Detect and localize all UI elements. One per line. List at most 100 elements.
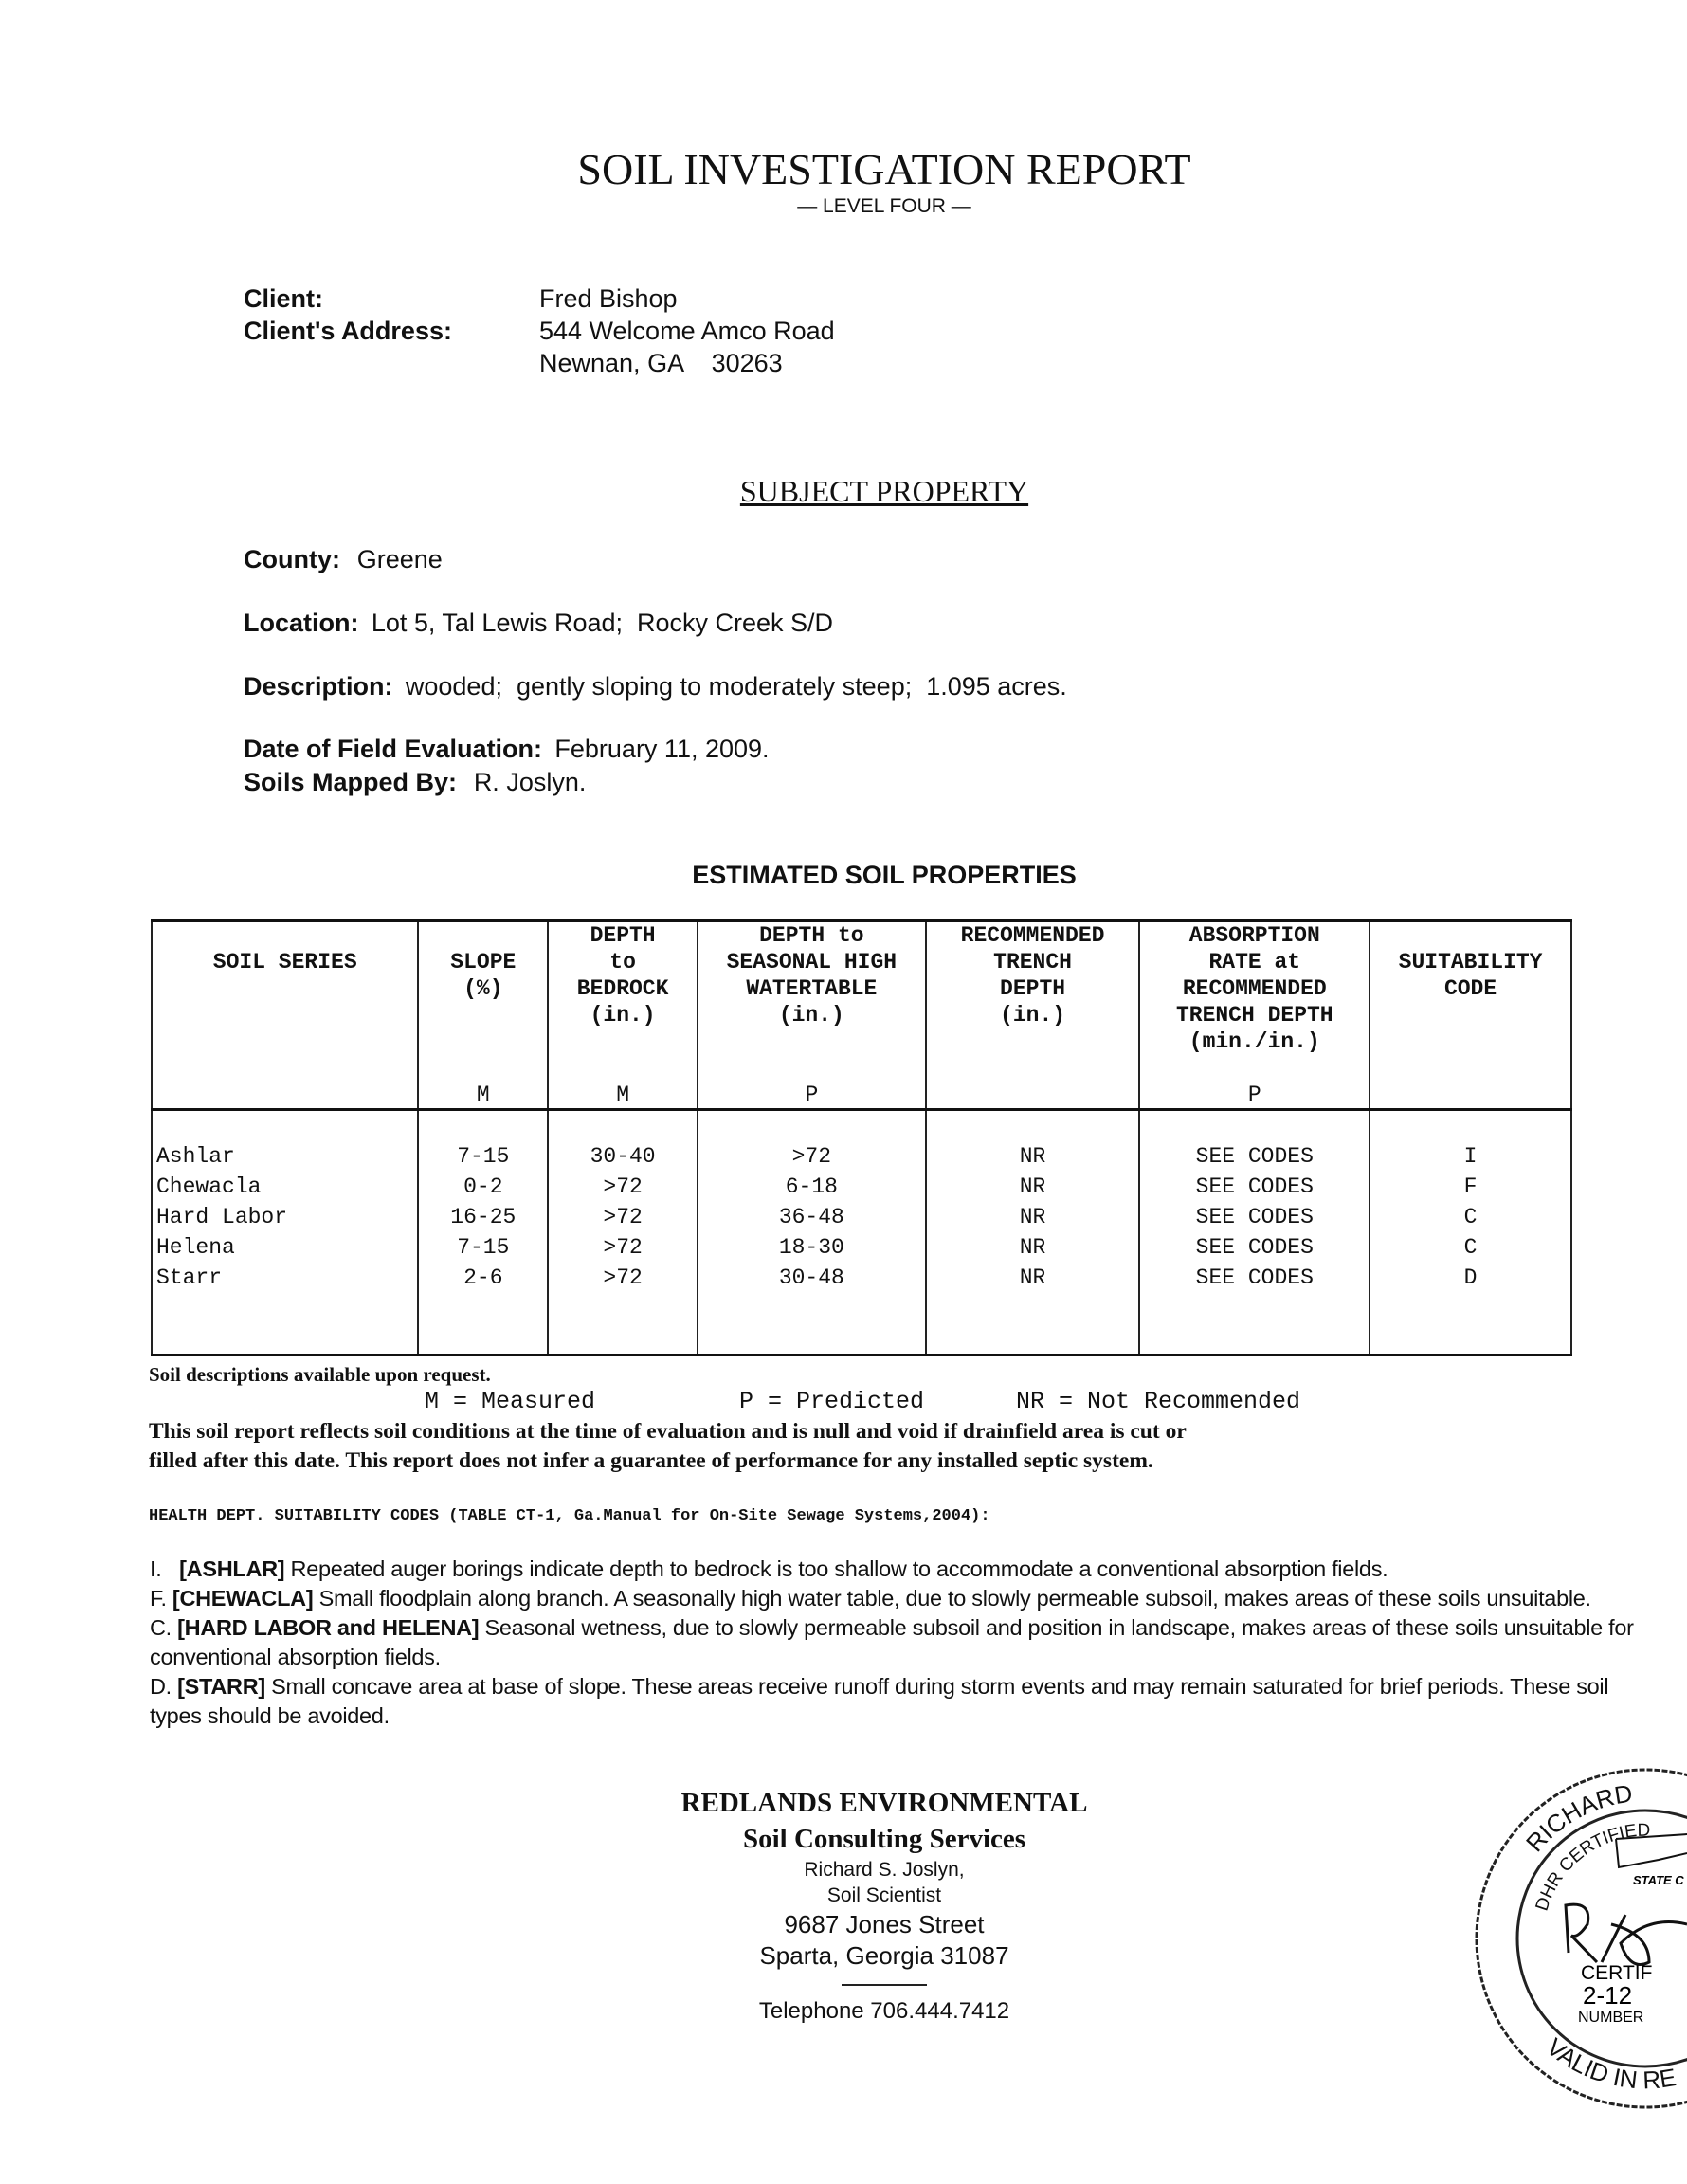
code-item-starr: D. [STARR] Small concave area at base of…: [150, 1674, 1609, 1728]
legend-predicted: P = Predicted: [739, 1388, 925, 1415]
company-street: 9687 Jones Street: [784, 1910, 985, 1938]
client-address-line2: Newnan, GA 30263: [539, 349, 783, 377]
table-row: Hard Labor 16-25 >72 36-48 NR SEE CODES C: [150, 1202, 1572, 1232]
table-cell: [924, 1323, 1140, 1356]
column-header: SOIL SERIES: [150, 920, 419, 1110]
column-header-line: ABSORPTION: [1188, 923, 1320, 948]
table-cell: [924, 1109, 1140, 1141]
table-row: Chewacla 0-2 >72 6-18 NR SEE CODES F: [150, 1172, 1572, 1202]
table-cell: [697, 1293, 926, 1323]
table-row: Helena 7-15 >72 18-30 NR SEE CODES C: [150, 1232, 1572, 1263]
table-cell: 2-6: [417, 1263, 549, 1293]
column-header-line: [156, 1028, 413, 1055]
stamp-state-text: STATE C: [1633, 1873, 1684, 1887]
table-spacer-row: [150, 1109, 1572, 1141]
table-cell: [547, 1323, 698, 1356]
table-cell: 7-15: [417, 1232, 549, 1263]
location-field: Location: Lot 5, Tal Lewis Road; Rocky C…: [244, 609, 833, 638]
table-cell: 6-18: [697, 1172, 926, 1202]
description-label: Description:: [244, 672, 393, 701]
table-cell: [547, 1293, 698, 1323]
column-basis: M: [616, 1083, 630, 1107]
table-cell: >72: [547, 1202, 698, 1232]
codes-heading: HEALTH DEPT. SUITABILITY CODES (TABLE CT…: [149, 1507, 990, 1525]
column-basis: P: [1247, 1083, 1261, 1107]
table-cell: [1369, 1109, 1572, 1141]
table-cell: C: [1369, 1202, 1572, 1232]
table-cell: [924, 1293, 1140, 1323]
table-cell: >72: [547, 1263, 698, 1293]
column-header-line: WATERTABLE: [746, 976, 878, 1001]
column-header: ABSORPTION RATE at RECOMMENDED TRENCH DEPTH…: [1138, 920, 1370, 1110]
column-header-line: [156, 1055, 413, 1082]
column-header-line: [156, 922, 413, 949]
soil-descriptions-note: Soil descriptions available upon request…: [149, 1363, 491, 1386]
column-header-line: SUITABILITY: [1398, 950, 1543, 974]
table-cell: SEE CODES: [1138, 1263, 1370, 1293]
stamp-state-outline-icon: [1615, 1833, 1687, 1869]
column-header-line: [423, 1002, 543, 1028]
report-title: SOIL INVESTIGATION REPORT: [577, 145, 1191, 193]
client-name: Fred Bishop: [539, 284, 678, 313]
column-header-line: [423, 1028, 543, 1055]
code-item-chewacla: F. [CHEWACLA] Small floodplain along bra…: [150, 1586, 1591, 1611]
table-cell: 36-48: [697, 1202, 926, 1232]
report-subtitle: — LEVEL FOUR —: [797, 195, 971, 217]
table-cell: F: [1369, 1172, 1572, 1202]
column-header-line: [553, 1028, 693, 1055]
table-cell: Ashlar: [150, 1141, 419, 1172]
table-spacer-row: [150, 1323, 1572, 1356]
table-cell: C: [1369, 1232, 1572, 1263]
table-cell: NR: [924, 1172, 1140, 1202]
mapped-by-value: R. Joslyn.: [473, 768, 587, 796]
table-cell: 7-15: [417, 1141, 549, 1172]
table-row: Starr 2-6 >72 30-48 NR SEE CODES D: [150, 1263, 1572, 1293]
county-label: County:: [244, 545, 340, 573]
date-field: Date of Field Evaluation: February 11, 2…: [244, 735, 770, 764]
column-header-line: DEPTH: [1000, 976, 1066, 1001]
table-cell: NR: [924, 1232, 1140, 1263]
legend-not-recommended: NR = Not Recommended: [1016, 1388, 1301, 1415]
county-field: County: Greene: [244, 545, 443, 574]
table-cell: 30-40: [547, 1141, 698, 1172]
table-cell: [1138, 1323, 1370, 1356]
column-header-line: [1374, 1055, 1567, 1082]
column-header-line: TRENCH: [993, 950, 1072, 974]
column-header-line: [156, 975, 413, 1002]
table-cell: SEE CODES: [1138, 1202, 1370, 1232]
table-cell: [697, 1109, 926, 1141]
table-cell: [417, 1323, 549, 1356]
location-label: Location:: [244, 609, 359, 637]
table-cell: 16-25: [417, 1202, 549, 1232]
table-cell: >72: [547, 1172, 698, 1202]
table-cell: NR: [924, 1263, 1140, 1293]
column-header-line: to: [609, 950, 636, 974]
column-basis: [1374, 1082, 1567, 1108]
table-cell: Hard Labor: [150, 1202, 419, 1232]
table-cell: [150, 1109, 419, 1141]
column-header-line: [931, 1055, 1135, 1082]
company-service: Soil Consulting Services: [742, 1824, 1026, 1854]
column-header-line: [702, 1055, 921, 1082]
table-cell: 0-2: [417, 1172, 549, 1202]
company-name: REDLANDS ENVIRONMENTAL: [680, 1788, 1088, 1818]
county-value: Greene: [356, 545, 443, 573]
description-value: wooded; gently sloping to moderately ste…: [405, 672, 1067, 701]
stamp-signature-icon: [1564, 1902, 1687, 1966]
column-header-line: [1374, 922, 1567, 949]
column-header-line: [702, 1028, 921, 1055]
column-header: SUITABILITY CODE: [1369, 920, 1572, 1110]
column-header-line: SLOPE: [450, 950, 517, 974]
scientist-name: Richard S. Joslyn,: [804, 1859, 965, 1881]
table-cell: 30-48: [697, 1263, 926, 1293]
description-field: Description: wooded; gently sloping to m…: [244, 672, 1067, 701]
stamp-cert-text: CERTIF: [1581, 1962, 1652, 1984]
table-cell: >72: [547, 1232, 698, 1263]
disclaimer-line-2: filled after this date. This report does…: [149, 1448, 1153, 1473]
column-header: SLOPE (%) M: [417, 920, 549, 1110]
company-phone: Telephone 706.444.7412: [758, 1998, 1010, 2024]
table-spacer-row: [150, 1293, 1572, 1323]
date-value: February 11, 2009.: [554, 735, 770, 763]
table-cell: [1369, 1323, 1572, 1356]
suitability-codes-list: I. [ASHLAR] Repeated auger borings indic…: [150, 1555, 1666, 1731]
